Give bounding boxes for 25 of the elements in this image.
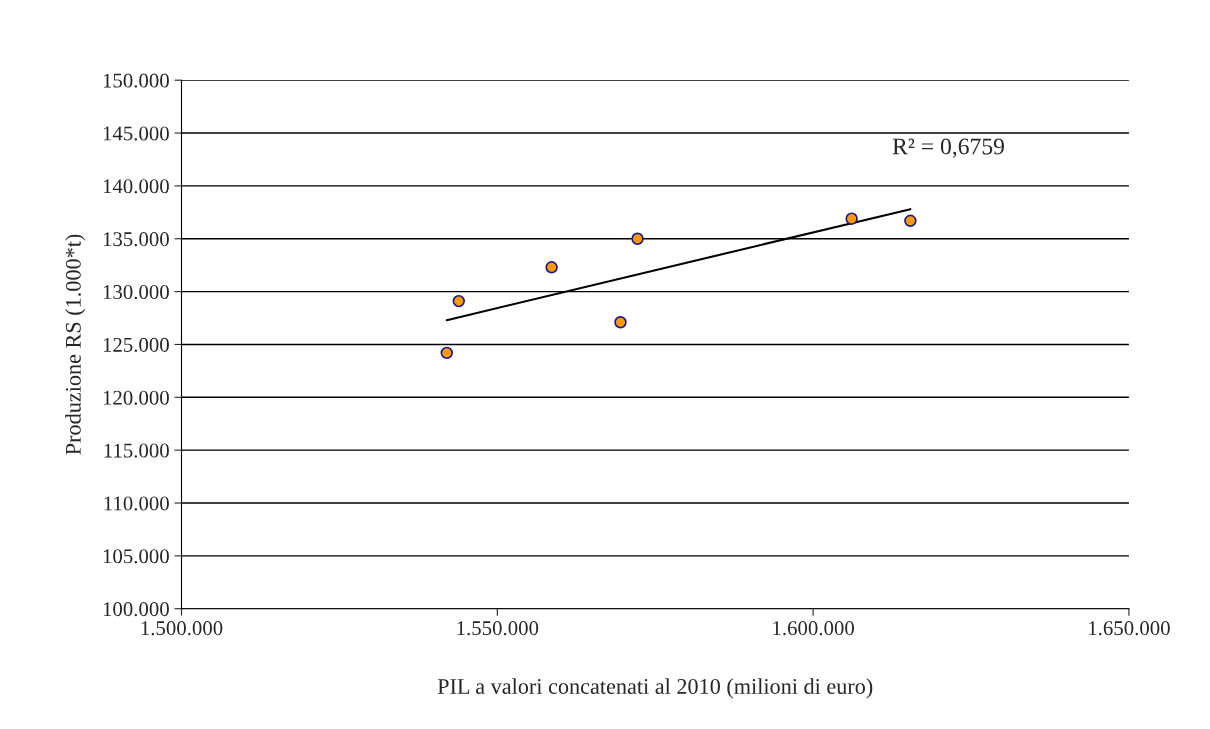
point	[452, 294, 465, 308]
y-tick-label: 130.000	[103, 284, 169, 300]
point	[545, 261, 558, 274]
y-tick-label: 105.000	[103, 549, 169, 564]
point	[904, 214, 917, 227]
x-axis-title: PIL a valori concatenati al 2010 (milioni di euro)	[437, 678, 873, 699]
point	[631, 232, 644, 245]
y-axis-title: Produzione RS (1.000*t)	[65, 234, 86, 455]
x-tick-label: 1.550.000	[457, 621, 539, 636]
point	[845, 212, 858, 225]
y-tick-label: 120.000	[103, 390, 169, 405]
y-tick-label: 125.000	[103, 337, 169, 352]
point	[614, 316, 627, 329]
x-tick-label: 1.650.000	[1089, 621, 1170, 636]
point	[440, 346, 453, 360]
y-tick-label: 110.000	[104, 496, 169, 511]
y-tick-label: 135.000	[103, 232, 169, 247]
x-tick-label: 1.500.000	[141, 621, 223, 636]
y-tick-label: 150.000	[103, 73, 169, 88]
y-tick-label: 115.000	[104, 443, 169, 458]
x-tick-label: 1.600.000	[773, 621, 854, 636]
annotation: R² = 0,6759	[892, 138, 1004, 158]
y-tick-label: 140.000	[103, 179, 169, 194]
y-tick-label: 100.000	[103, 602, 169, 617]
y-tick-label: 145.000	[103, 126, 169, 141]
